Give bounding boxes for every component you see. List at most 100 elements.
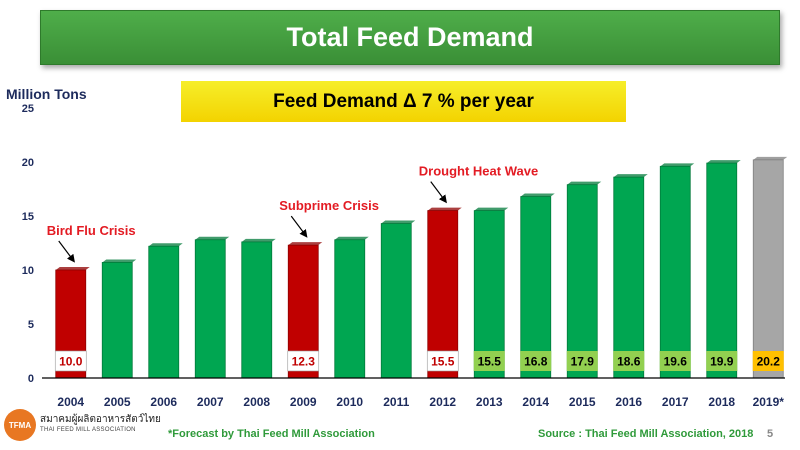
bar-body [427,210,459,379]
y-tick-label: 20 [22,157,34,169]
data-label-text: 17.9 [571,355,595,369]
bar [334,236,369,379]
data-label: 16.8 [520,351,552,371]
x-tick-label: 2013 [476,395,503,409]
title-banner: Total Feed Demand [40,10,780,65]
x-tick-label: 2015 [569,395,596,409]
bar-body [101,262,133,379]
x-tick-label: 2016 [615,395,642,409]
data-label-text: 15.5 [478,355,502,369]
data-label-box [566,351,598,371]
page-number: 5 [767,428,774,440]
bar-top [753,156,788,160]
bar [566,181,602,379]
bar [706,160,741,379]
bar-body [473,210,505,379]
association-logo: TFMA สมาคมผู้ผลิตอาหารสัตว์ไทย THAI FEED… [4,407,172,443]
data-label: 20.2 [752,351,784,371]
logo-english-text: THAI FEED MILL ASSOCIATION [40,427,136,433]
data-label: 19.9 [706,351,738,371]
bar-top [474,207,509,211]
data-label-box [287,350,320,372]
y-tick-labels: 0 5 10 15 20 25 [22,103,34,385]
x-tick-label: 2008 [243,395,270,409]
bar-top [288,242,323,246]
bar-top [520,193,555,197]
x-tick-labels: 2004 2005 2006 2007 2008 2009 2010 2011 2012 2013… [57,395,784,409]
x-tick-label: 2009 [290,395,317,409]
data-label-text: 12.3 [292,355,316,369]
subtitle-banner: Feed Demand Δ 7 % per year [181,81,626,122]
annotation: Bird Flu Crisis [47,223,136,263]
data-label-text: 19.6 [664,355,688,369]
annotation-text: Drought Heat Wave [419,164,538,179]
data-label-box [520,351,552,371]
annotation-text: Subprime Crisis [279,198,379,213]
bar-top [102,259,137,263]
data-label: 15.5 [426,350,459,372]
bar-body [334,239,366,379]
bar-top [334,236,369,240]
x-tick-label: 2012 [429,395,456,409]
bar [241,238,276,379]
bar-body [659,165,691,379]
x-tick-label: 2018 [708,395,735,409]
y-tick-label: 10 [22,265,34,277]
data-label-text: 20.2 [757,355,781,369]
bar-top [55,267,90,270]
annotations: Bird Flu Crisis Subprime Crisis Drought He… [47,164,538,263]
data-label: 15.5 [473,351,505,371]
bar-body [566,184,598,379]
x-tick-label: 2007 [197,395,224,409]
forecast-footnote: *Forecast by Thai Feed Mill Association [168,428,375,440]
bar-top [427,207,462,211]
annotation-arrow [58,240,75,263]
annotation: Drought Heat Wave [419,164,538,204]
data-label-box [426,350,459,372]
data-label: 12.3 [287,350,320,372]
bar-top [706,160,741,164]
x-tick-label: 2017 [662,395,689,409]
data-label-text: 18.6 [617,355,641,369]
y-tick-label: 25 [22,103,34,115]
bar-top [613,174,648,178]
x-tick-label: 2019* [753,395,785,409]
page-title: Total Feed Demand [286,22,534,52]
bar [473,207,509,379]
bar [659,163,695,379]
x-tick-label: 2005 [104,395,131,409]
bar-body [613,176,645,379]
annotation: Subprime Crisis [279,198,379,238]
annotation-text: Bird Flu Crisis [47,223,136,238]
bar [752,156,788,379]
data-label-text: 15.5 [431,355,455,369]
logo-thai-text: สมาคมผู้ผลิตอาหารสัตว์ไทย [40,414,161,425]
source-note: Source : Thai Feed Mill Association, 201… [538,428,754,440]
data-label: 18.6 [613,351,645,371]
data-label: 19.6 [659,351,691,371]
data-label-box [473,351,505,371]
data-label-box [706,351,738,371]
y-axis-label: Million Tons [6,86,87,102]
bar [613,174,648,379]
bar [380,220,416,379]
bar-body [380,223,412,379]
x-tick-label: 2010 [336,395,363,409]
bar [520,193,555,379]
x-tick-label: 2011 [383,395,409,409]
bar [194,236,230,379]
data-label: 17.9 [566,351,598,371]
data-label-box [613,351,645,371]
data-label: 10.0 [54,350,87,372]
bar-top [567,181,602,185]
data-label-box [752,351,784,371]
bar-body [148,245,180,379]
data-label-box [659,351,691,371]
bar-top [660,163,695,167]
y-tick-label: 15 [22,211,34,223]
annotation-arrow [430,181,447,204]
bars [55,156,788,379]
x-tick-label: 2006 [150,395,177,409]
annotation-arrow [290,215,308,238]
